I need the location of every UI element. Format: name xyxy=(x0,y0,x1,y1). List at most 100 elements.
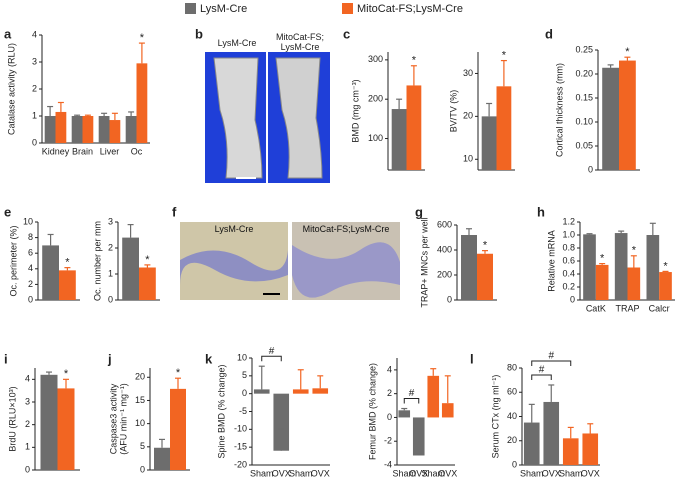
bracket xyxy=(531,374,552,380)
bar xyxy=(42,245,59,300)
bar xyxy=(139,267,156,300)
y-tick-label: -10 xyxy=(234,424,247,434)
y-tick-label: 30 xyxy=(463,68,473,78)
panel-letter: d xyxy=(545,26,553,41)
x-tick-label: Sham xyxy=(392,468,416,478)
bracket xyxy=(261,355,282,362)
bar xyxy=(614,233,628,300)
y-tick-label: 1.0 xyxy=(562,229,575,239)
panel-letter: a xyxy=(4,26,12,41)
y-tick-label: 0 xyxy=(512,459,517,469)
bar xyxy=(477,253,493,300)
y-tick-label: 10 xyxy=(135,418,145,428)
bar xyxy=(154,447,170,470)
y-tick-label: 1.2 xyxy=(562,216,575,226)
y-tick-label: 4 xyxy=(25,374,30,384)
y-tick-label: 200 xyxy=(437,269,452,279)
y-tick-label: -20 xyxy=(234,459,247,469)
y-tick-label: 0 xyxy=(108,294,113,304)
y-tick-label: 0 xyxy=(28,294,33,304)
bar xyxy=(582,433,599,465)
x-tick-label: Sham xyxy=(250,468,274,478)
significance-marker: * xyxy=(625,46,630,58)
image-label: MitoCat-FS;LysM-Cre xyxy=(302,224,390,234)
y-tick-label: 200 xyxy=(368,94,383,104)
bracket-label: # xyxy=(548,351,554,362)
panel-letter: f xyxy=(172,204,177,219)
bar xyxy=(59,270,76,300)
x-tick-label: Calcr xyxy=(649,303,670,313)
legend-swatch xyxy=(342,3,353,14)
bar xyxy=(619,60,636,171)
bracket-label: # xyxy=(409,388,415,399)
bar xyxy=(170,388,186,470)
y-tick-label: 4 xyxy=(28,263,33,273)
y-tick-label: 2 xyxy=(25,419,30,429)
bar xyxy=(543,401,560,465)
y-tick-label: 0 xyxy=(25,464,30,474)
bar xyxy=(461,235,477,300)
bar xyxy=(292,389,309,394)
y-tick-label: 5 xyxy=(140,441,145,451)
bar xyxy=(602,67,619,170)
y-tick-label: 1 xyxy=(25,442,30,452)
y-axis-label: Catalase activity (RLU) xyxy=(6,43,16,135)
y-axis-label: Spine BMD (% change) xyxy=(216,364,226,458)
y-axis-label: Femur BMD (% change) xyxy=(367,363,377,460)
bar xyxy=(583,234,596,300)
bar xyxy=(412,417,425,456)
y-tick-label: 600 xyxy=(437,219,452,229)
y-tick-label: 1 xyxy=(32,110,37,120)
x-tick-label: Liver xyxy=(100,146,120,156)
y-tick-label: 10 xyxy=(463,154,473,164)
bar xyxy=(55,111,67,143)
x-tick-label: Sham xyxy=(421,468,445,478)
y-axis-label: Oc. perimeter (%) xyxy=(8,225,18,296)
image-label: LysM-Cre xyxy=(214,224,254,234)
bracket-label: # xyxy=(269,346,275,357)
bar xyxy=(398,410,411,418)
y-tick-label: 3 xyxy=(32,56,37,66)
bracket xyxy=(531,360,572,366)
panel-letter: g xyxy=(415,204,423,219)
y-tick-label: 0 xyxy=(140,464,145,474)
legend-swatch xyxy=(185,3,196,14)
bar xyxy=(627,267,641,300)
bar xyxy=(273,393,290,451)
bar xyxy=(523,422,540,465)
bar xyxy=(122,237,139,300)
bar xyxy=(441,403,454,418)
y-axis-label: (AFU min⁻¹ mg⁻¹) xyxy=(118,383,128,455)
y-tick-label: 300 xyxy=(368,54,383,64)
y-tick-label: 0.6 xyxy=(562,255,575,265)
y-tick-label: 4 xyxy=(32,29,37,39)
significance-marker: * xyxy=(632,245,637,257)
y-tick-label: 0.8 xyxy=(562,242,575,252)
y-tick-label: 0 xyxy=(242,388,247,398)
y-tick-label: 2 xyxy=(32,83,37,93)
y-tick-label: 0.25 xyxy=(575,44,593,54)
image-label: MitoCat-FS; LysM-Cre xyxy=(275,32,324,52)
panel-letter: l xyxy=(470,351,474,366)
y-tick-label: 100 xyxy=(368,133,383,143)
bar xyxy=(40,374,58,470)
y-tick-label: 0 xyxy=(447,294,452,304)
y-axis-label: Cortical thickness (mm) xyxy=(554,63,564,157)
x-tick-label: OVX xyxy=(581,468,600,478)
x-tick-label: OVX xyxy=(409,468,428,478)
y-tick-label: 40 xyxy=(507,411,517,421)
y-axis-label: BMD (mg cm⁻³) xyxy=(350,79,360,142)
significance-marker: * xyxy=(502,49,507,61)
y-tick-label: 0 xyxy=(387,412,392,422)
y-tick-label: 20 xyxy=(463,111,473,121)
y-tick-label: -2 xyxy=(384,436,392,446)
y-axis-label: Oc. number per mm xyxy=(92,221,102,301)
x-tick-label: OVX xyxy=(438,468,457,478)
y-tick-label: 5 xyxy=(242,370,247,380)
legend-label: MitoCat-FS;LysM-Cre xyxy=(357,3,463,15)
panel-letter: c xyxy=(343,26,350,41)
panel-letter: e xyxy=(4,204,11,219)
bar xyxy=(406,85,422,170)
bar xyxy=(136,63,148,143)
